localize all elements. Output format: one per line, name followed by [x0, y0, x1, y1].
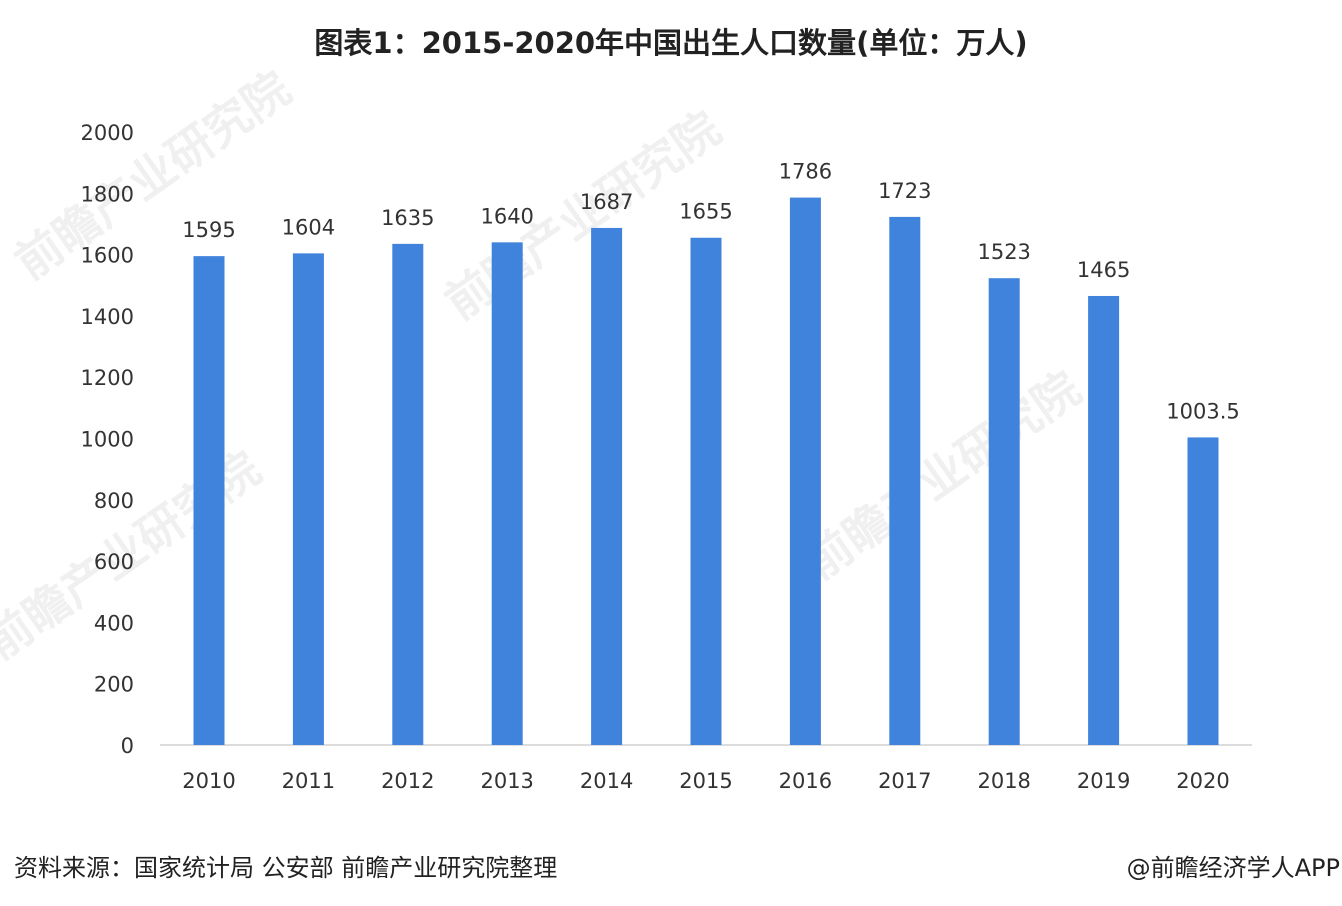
y-tick-label: 1600	[81, 244, 134, 268]
bar-2016	[789, 197, 821, 745]
data-label: 1523	[977, 240, 1030, 264]
x-tick-label: 2014	[580, 769, 633, 793]
y-tick-label: 1800	[81, 182, 134, 206]
data-label: 1640	[480, 204, 533, 228]
bar-2020	[1187, 437, 1219, 745]
x-tick-label: 2019	[1077, 769, 1130, 793]
data-label: 1723	[878, 179, 931, 203]
chart-title: 图表1：2015-2020年中国出生人口数量(单位：万人)	[314, 26, 1028, 60]
bar-2012	[392, 243, 424, 745]
y-tick-label: 400	[94, 611, 134, 635]
bar-2018	[988, 278, 1020, 745]
x-tick-label: 2017	[878, 769, 931, 793]
x-tick-label: 2012	[381, 769, 434, 793]
x-tick-label: 2011	[282, 769, 335, 793]
bar-2010	[193, 256, 225, 745]
x-tick-label: 2018	[977, 769, 1030, 793]
data-label: 1687	[580, 190, 633, 214]
data-label: 1635	[381, 206, 434, 230]
x-tick-label: 2013	[480, 769, 533, 793]
data-label: 1655	[679, 200, 732, 224]
x-tick-label: 2020	[1176, 769, 1229, 793]
data-label: 1786	[779, 160, 832, 184]
y-tick-label: 1400	[81, 305, 134, 329]
y-tick-label: 200	[94, 673, 134, 697]
credit-note: @前瞻经济学人APP	[1126, 854, 1340, 882]
x-tick-label: 2010	[182, 769, 235, 793]
data-label: 1595	[182, 218, 235, 242]
source-note: 资料来源：国家统计局 公安部 前瞻产业研究院整理	[14, 854, 558, 882]
y-tick-label: 800	[94, 489, 134, 513]
y-tick-label: 1000	[81, 428, 134, 452]
bar-2015	[690, 237, 722, 745]
data-label: 1604	[282, 215, 335, 239]
bar-2014	[591, 227, 623, 745]
y-tick-label: 0	[121, 734, 134, 758]
bar-2011	[292, 253, 324, 745]
bar-2017	[889, 216, 921, 745]
bar-2019	[1088, 295, 1120, 745]
data-label: 1465	[1077, 258, 1130, 282]
bar-2013	[491, 242, 523, 745]
y-tick-label: 2000	[81, 121, 134, 145]
x-tick-label: 2015	[679, 769, 732, 793]
y-tick-label: 1200	[81, 366, 134, 390]
data-label: 1003.5	[1166, 399, 1239, 423]
y-tick-label: 600	[94, 550, 134, 574]
x-tick-label: 2016	[779, 769, 832, 793]
